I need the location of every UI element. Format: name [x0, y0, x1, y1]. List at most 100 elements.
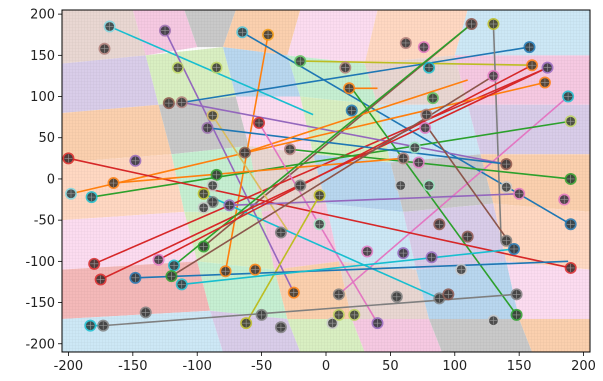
data-point [162, 97, 175, 110]
data-point [238, 146, 251, 159]
data-point [249, 263, 262, 276]
data-point [500, 158, 513, 171]
x-axis: -200 -150 -100 -50 0 50 100 150 200 [54, 352, 596, 374]
data-point [408, 141, 421, 154]
data-point [487, 18, 500, 31]
data-point [332, 308, 345, 321]
x-tick-label: 100 [442, 359, 467, 374]
data-point [361, 245, 374, 258]
connector-line [428, 129, 515, 250]
data-point [103, 20, 116, 33]
y-tick-label: 150 [30, 49, 55, 64]
data-point [465, 18, 478, 31]
data-point [294, 179, 307, 192]
data-point [197, 187, 210, 200]
data-point [417, 41, 430, 54]
data-point [85, 191, 98, 204]
data-point [397, 152, 410, 165]
data-point [564, 115, 577, 128]
data-point [433, 292, 446, 305]
x-tick-label: 50 [382, 359, 399, 374]
y-axis: 200 150 100 50 0 -50 -100 -150 -200 [25, 8, 62, 352]
data-point [201, 121, 214, 134]
data-point [500, 234, 513, 247]
data-point [412, 156, 425, 169]
data-point [425, 251, 438, 264]
data-point [420, 108, 433, 121]
data-point [541, 61, 554, 74]
data-point [371, 317, 384, 330]
data-point [558, 193, 571, 206]
data-point [508, 242, 521, 255]
data-point [294, 55, 307, 68]
data-point [332, 288, 345, 301]
data-point [210, 61, 223, 74]
connecting-lines [68, 23, 572, 327]
x-tick-label: -150 [118, 359, 148, 374]
data-point [339, 61, 352, 74]
y-tick-label: 50 [38, 131, 55, 146]
data-point [426, 92, 439, 105]
data-points [62, 18, 577, 334]
data-point [348, 308, 361, 321]
data-point [283, 143, 296, 156]
data-point [274, 226, 287, 239]
data-point [287, 286, 300, 299]
data-point [538, 76, 551, 89]
data-point [129, 154, 142, 167]
data-point [94, 273, 107, 286]
data-point [171, 61, 184, 74]
data-point [175, 278, 188, 291]
data-point [197, 240, 210, 253]
data-point [255, 308, 268, 321]
connector-line [181, 248, 515, 286]
y-tick-label: -150 [25, 296, 55, 311]
data-point [513, 187, 526, 200]
connector-line [158, 64, 533, 261]
connector-line [91, 120, 571, 198]
data-point [65, 187, 78, 200]
data-point [129, 271, 142, 284]
data-point [165, 270, 178, 283]
data-point [487, 314, 500, 327]
data-point [97, 319, 110, 332]
data-point [564, 172, 577, 185]
data-point [394, 179, 407, 192]
x-tick-label: 200 [571, 359, 596, 374]
data-point [206, 196, 219, 209]
connector-line [164, 30, 295, 294]
data-point [159, 24, 172, 37]
data-point [313, 189, 326, 202]
data-point [433, 218, 446, 231]
data-point [107, 177, 120, 190]
x-tick-label: -100 [182, 359, 212, 374]
data-point [84, 319, 97, 332]
data-point [240, 317, 253, 330]
data-point [526, 59, 539, 72]
data-point [461, 230, 474, 243]
data-point [219, 265, 232, 278]
x-tick-label: -200 [54, 359, 84, 374]
y-tick-label: 100 [30, 90, 55, 105]
x-tick-label: 0 [322, 359, 330, 374]
connector-line [171, 75, 494, 277]
data-point [390, 290, 403, 303]
y-tick-label: -200 [25, 337, 55, 352]
connector-line [300, 60, 533, 67]
connector-line [177, 46, 530, 104]
data-point [62, 152, 75, 165]
data-point [210, 168, 223, 181]
data-point [345, 104, 358, 117]
data-point [510, 308, 523, 321]
data-point [523, 41, 536, 54]
data-point [510, 288, 523, 301]
y-tick-label: -50 [34, 214, 55, 229]
connector-line [181, 101, 507, 165]
data-point [152, 253, 165, 266]
data-point [419, 121, 432, 134]
connector-line [244, 79, 468, 154]
data-point [262, 28, 275, 41]
connector-line [289, 148, 571, 180]
data-point [98, 42, 111, 55]
